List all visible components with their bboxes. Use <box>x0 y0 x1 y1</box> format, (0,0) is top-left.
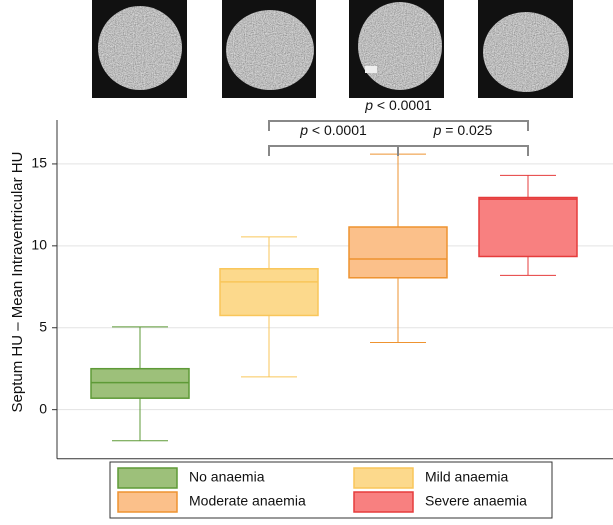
legend-swatch <box>353 491 414 513</box>
y-tick-label: 10 <box>31 237 47 253</box>
legend-frame <box>109 461 553 519</box>
legend-label: Mild anaemia <box>425 469 508 485</box>
y-axis-label: Septum HU – Mean Intraventricular HU <box>9 152 26 413</box>
box <box>90 367 190 399</box>
box <box>478 196 578 258</box>
legend-swatch <box>117 491 178 513</box>
y-tick-label: 5 <box>39 318 47 334</box>
legend-swatch <box>353 467 414 489</box>
y-tick-label: 15 <box>31 155 47 171</box>
box <box>348 226 448 279</box>
legend-swatch <box>117 467 178 489</box>
legend-label: No anaemia <box>189 469 265 485</box>
box <box>219 268 319 317</box>
ct-images <box>92 0 573 98</box>
legend-label: Moderate anaemia <box>189 493 306 509</box>
bracket <box>397 145 529 156</box>
y-tick-label: 0 <box>39 400 47 416</box>
p-value-label: p = 0.025 <box>433 122 493 138</box>
bracket <box>268 120 529 131</box>
p-value-label: p < 0.0001 <box>364 97 432 113</box>
legend-label: Severe anaemia <box>425 493 527 509</box>
p-value-label: p < 0.0001 <box>299 122 367 138</box>
